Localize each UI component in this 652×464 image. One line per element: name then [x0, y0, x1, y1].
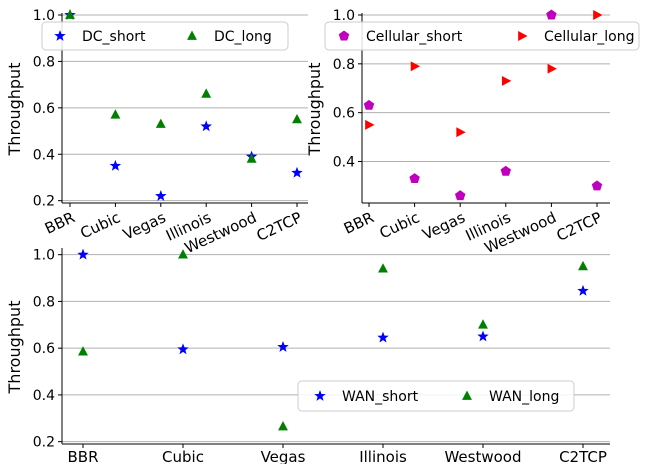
y-tick-label: 1.0: [33, 8, 55, 24]
point-wan-long: [578, 260, 588, 271]
legend-label: WAN_short: [342, 389, 419, 405]
point-dc-long: [155, 118, 166, 128]
point-wan-long: [78, 346, 88, 356]
point-wan-long: [378, 263, 388, 273]
point-cellular-short: [546, 9, 557, 20]
point-cellular-short: [500, 165, 512, 176]
point-wan-long: [278, 420, 288, 431]
point-dc-long: [292, 113, 302, 124]
point-cellular-long: [501, 75, 512, 86]
point-cellular-long: [365, 119, 375, 130]
legend-label: WAN_long: [489, 389, 559, 405]
legend: Cellular_short Cellular_long: [324, 21, 640, 51]
legend-box: [324, 21, 640, 51]
legend-label: DC_short: [82, 29, 146, 45]
point-dc-long: [246, 153, 257, 163]
point-wan-long: [478, 319, 488, 329]
y-tick-label: 0.6: [33, 341, 55, 357]
legend-label: DC_long: [214, 29, 272, 45]
x-tick-label: Cubic: [162, 448, 204, 464]
point-cellular-long: [593, 10, 603, 20]
x-tick-label: C2TCP: [559, 448, 607, 464]
legend-label: Cellular_long: [544, 29, 634, 45]
y-tick-label: 0.8: [333, 57, 355, 73]
point-wan-short: [277, 341, 289, 352]
legend-marker: [314, 390, 326, 401]
point-cellular-short: [591, 180, 603, 191]
x-tick-label: BBR: [67, 448, 98, 464]
legend: WAN_short WAN_long: [297, 380, 575, 412]
x-tick-label: Cubic: [377, 208, 423, 242]
y-tick-label: 0.6: [333, 106, 355, 122]
y-tick-label: 0.8: [33, 54, 55, 70]
y-axis-label: Throughput: [5, 63, 24, 157]
y-tick-label: 0.4: [33, 147, 55, 163]
point-cellular-short: [454, 190, 466, 201]
point-dc-long: [110, 109, 121, 119]
legend: DC_short DC_long: [41, 21, 289, 51]
point-dc-short: [291, 166, 303, 178]
y-tick-label: 0.6: [33, 101, 55, 117]
y-axis-label: Throughput: [305, 63, 324, 157]
x-tick-label: Vegas: [261, 448, 306, 464]
point-cellular-short: [363, 99, 375, 110]
legend-marker: [462, 390, 472, 400]
y-tick-label: 0.4: [333, 154, 355, 170]
y-tick-label: 1.0: [33, 248, 55, 264]
point-cellular-long: [547, 63, 557, 74]
x-tick-label: BBR: [341, 208, 377, 237]
point-dc-long: [65, 9, 75, 19]
x-tick-label: BBR: [42, 208, 78, 237]
y-tick-label: 0.8: [33, 294, 55, 310]
legend-marker: [338, 30, 350, 41]
x-tick-label: C2TCP: [554, 208, 605, 245]
y-tick-label: 0.2: [33, 435, 55, 451]
y-tick-label: 1.0: [333, 8, 355, 24]
legend-marker: [54, 30, 66, 41]
point-wan-short: [177, 343, 189, 355]
legend-box: [297, 380, 575, 412]
point-dc-short: [200, 120, 212, 132]
point-wan-short: [577, 284, 589, 296]
point-cellular-long: [410, 61, 421, 72]
point-wan-short: [477, 330, 489, 342]
legend-label: Cellular_short: [366, 29, 463, 45]
x-tick-label: Vegas: [420, 208, 468, 243]
point-wan-short: [377, 331, 389, 343]
wan-chart: 0.2 0.4 0.6 0.8 1.0 Throughput BBR Cubic Vegas Il…: [5, 248, 610, 464]
point-wan-short: [77, 248, 89, 260]
point-cellular-long: [456, 127, 466, 138]
legend-marker: [187, 30, 197, 40]
x-tick-label: Illinois: [359, 448, 407, 464]
legend-box: [41, 21, 289, 51]
y-tick-label: 0.2: [33, 194, 55, 210]
point-dc-long: [201, 88, 212, 98]
x-tick-label: C2TCP: [254, 208, 305, 245]
point-cellular-short: [409, 173, 420, 184]
x-tick-label: Vegas: [120, 208, 168, 243]
x-tick-label: Westwood: [444, 448, 521, 464]
y-axis-label: Throughput: [5, 301, 24, 395]
y-tick-label: 0.4: [33, 388, 55, 404]
point-wan-long: [178, 249, 188, 259]
point-dc-short: [109, 159, 122, 171]
point-dc-short: [155, 190, 167, 201]
x-tick-label: Cubic: [77, 208, 123, 242]
legend-marker: [518, 31, 528, 41]
